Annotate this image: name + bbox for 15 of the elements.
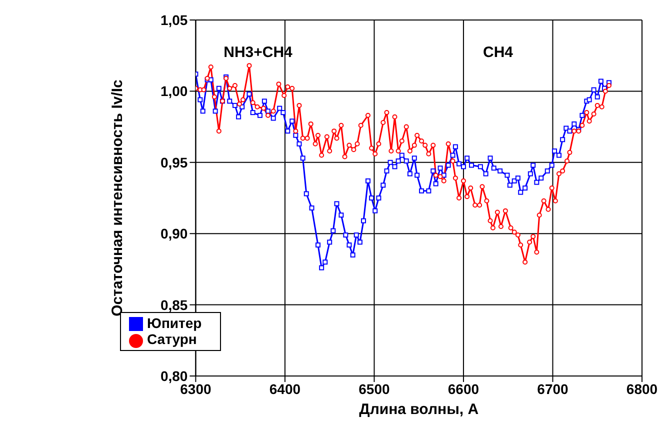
annotation: CH4 [482,44,514,61]
y-axis-title: Остаточная интенсивность Iv/Ic [109,80,126,316]
x-tick-label: 6500 [358,380,390,397]
y-tick-label: 1,00 [160,83,188,100]
y-tick-label: 0,85 [160,296,188,313]
y-tick-label: 1,05 [160,12,188,28]
x-tick-label: 6600 [448,380,480,397]
x-tick-label: 6800 [626,380,658,397]
x-axis-title: Длина волны, А [359,401,479,418]
legend-label: Юпитер [147,315,202,331]
legend-label: Сатурн [147,331,197,348]
y-tick-label: 0,90 [160,226,188,242]
x-tick-label: 6700 [537,380,569,397]
x-tick-label: 6400 [269,380,301,397]
y-tick-label: 0,95 [160,154,188,170]
